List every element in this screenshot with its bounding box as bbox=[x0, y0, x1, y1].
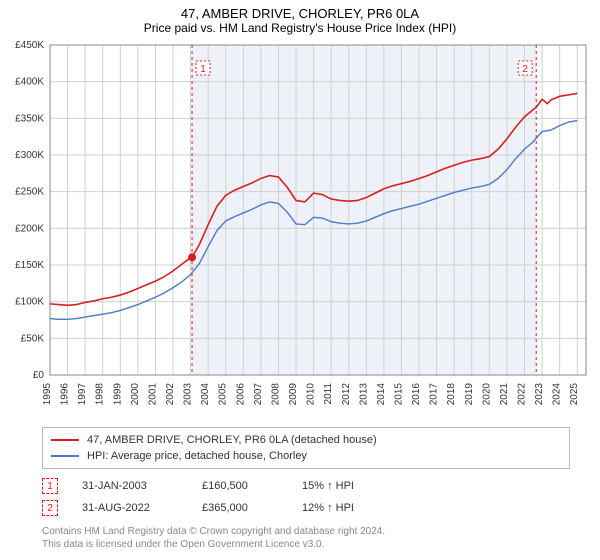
svg-text:£50K: £50K bbox=[21, 333, 45, 344]
svg-text:1998: 1998 bbox=[95, 383, 106, 406]
svg-text:2012: 2012 bbox=[341, 383, 352, 406]
svg-text:£300K: £300K bbox=[15, 150, 44, 161]
svg-text:1996: 1996 bbox=[60, 383, 71, 406]
svg-text:2000: 2000 bbox=[130, 383, 141, 406]
svg-text:1997: 1997 bbox=[77, 383, 88, 406]
svg-text:2021: 2021 bbox=[499, 383, 510, 406]
svg-text:2024: 2024 bbox=[552, 383, 563, 406]
legend-label-hpi: HPI: Average price, detached house, Chor… bbox=[87, 448, 307, 464]
svg-text:£400K: £400K bbox=[15, 77, 44, 88]
svg-text:2009: 2009 bbox=[288, 383, 299, 406]
legend-label-property: 47, AMBER DRIVE, CHORLEY, PR6 0LA (detac… bbox=[87, 432, 377, 448]
page-subtitle: Price paid vs. HM Land Registry's House … bbox=[0, 21, 600, 39]
tx-diff-1: 15% ↑ HPI bbox=[302, 480, 422, 492]
footnote-line1: Contains HM Land Registry data © Crown c… bbox=[42, 525, 570, 538]
svg-text:£100K: £100K bbox=[15, 297, 44, 308]
legend: 47, AMBER DRIVE, CHORLEY, PR6 0LA (detac… bbox=[42, 427, 570, 469]
svg-text:2010: 2010 bbox=[306, 383, 317, 406]
tx-marker-1: 1 bbox=[42, 478, 58, 494]
svg-text:2014: 2014 bbox=[376, 383, 387, 406]
transactions-table: 1 31-JAN-2003 £160,500 15% ↑ HPI 2 31-AU… bbox=[42, 475, 570, 519]
svg-text:2003: 2003 bbox=[183, 383, 194, 406]
tx-row-2: 2 31-AUG-2022 £365,000 12% ↑ HPI bbox=[42, 497, 570, 519]
tx-date-2: 31-AUG-2022 bbox=[82, 502, 202, 514]
svg-text:2004: 2004 bbox=[200, 383, 211, 406]
svg-text:2018: 2018 bbox=[446, 383, 457, 406]
svg-text:1995: 1995 bbox=[42, 383, 53, 406]
svg-text:£150K: £150K bbox=[15, 260, 44, 271]
svg-text:2007: 2007 bbox=[253, 383, 264, 406]
svg-text:2005: 2005 bbox=[218, 383, 229, 406]
legend-row-property: 47, AMBER DRIVE, CHORLEY, PR6 0LA (detac… bbox=[51, 432, 561, 448]
price-chart: £0 £50K £100K £150K £200K £250K £300K £350K £400… bbox=[0, 39, 600, 419]
chart-svg: £0 £50K £100K £150K £200K £250K £300K £350K £400… bbox=[0, 39, 600, 419]
svg-text:2022: 2022 bbox=[516, 383, 527, 406]
svg-text:2017: 2017 bbox=[429, 383, 440, 406]
page-title: 47, AMBER DRIVE, CHORLEY, PR6 0LA bbox=[0, 0, 600, 21]
svg-text:2020: 2020 bbox=[481, 383, 492, 406]
legend-row-hpi: HPI: Average price, detached house, Chor… bbox=[51, 448, 561, 464]
svg-text:2011: 2011 bbox=[323, 383, 334, 405]
svg-text:2016: 2016 bbox=[411, 383, 422, 406]
legend-swatch-hpi bbox=[51, 455, 79, 457]
svg-text:2025: 2025 bbox=[569, 383, 580, 406]
tx-marker-2: 2 bbox=[42, 500, 58, 516]
svg-text:£200K: £200K bbox=[15, 223, 44, 234]
footnote: Contains HM Land Registry data © Crown c… bbox=[42, 525, 570, 551]
svg-text:2019: 2019 bbox=[464, 383, 475, 406]
svg-text:2: 2 bbox=[522, 64, 528, 75]
svg-text:2015: 2015 bbox=[393, 383, 404, 406]
svg-text:2002: 2002 bbox=[165, 383, 176, 406]
tx-date-1: 31-JAN-2003 bbox=[82, 480, 202, 492]
svg-text:2008: 2008 bbox=[270, 383, 281, 406]
tx-row-1: 1 31-JAN-2003 £160,500 15% ↑ HPI bbox=[42, 475, 570, 497]
svg-text:1: 1 bbox=[200, 64, 206, 75]
svg-text:1999: 1999 bbox=[112, 383, 123, 406]
tx-price-2: £365,000 bbox=[202, 502, 302, 514]
svg-text:2006: 2006 bbox=[235, 383, 246, 406]
svg-text:2023: 2023 bbox=[534, 383, 545, 406]
legend-swatch-property bbox=[51, 439, 79, 441]
svg-text:£250K: £250K bbox=[15, 187, 44, 198]
svg-text:£450K: £450K bbox=[15, 40, 44, 51]
footnote-line2: This data is licensed under the Open Gov… bbox=[42, 538, 570, 551]
tx-price-1: £160,500 bbox=[202, 480, 302, 492]
svg-text:2001: 2001 bbox=[147, 383, 158, 406]
svg-text:£0: £0 bbox=[33, 370, 45, 381]
svg-text:2013: 2013 bbox=[358, 383, 369, 406]
tx-diff-2: 12% ↑ HPI bbox=[302, 502, 422, 514]
svg-text:£350K: £350K bbox=[15, 113, 44, 124]
